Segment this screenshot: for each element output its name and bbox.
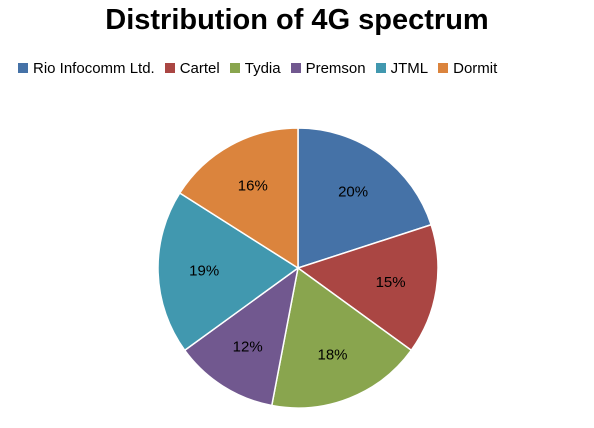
slice-data-label: 18% [317,347,347,364]
legend-label: JTML [390,59,429,77]
legend-item: Rio Infocomm Ltd. [18,60,155,77]
legend-label: Dormit [453,59,498,77]
slice-data-label: 20% [338,184,368,201]
pie-slice [297,127,433,270]
legend-label: Premson [305,59,366,77]
legend-item: JTML [375,59,429,77]
pie-slice [178,127,299,270]
legend-item: Dormit [438,60,497,77]
legend-label: Cartel [179,59,220,77]
slice-data-label: 19% [189,262,219,279]
pie-slice [183,266,300,407]
slice-data-label: 16% [238,177,268,194]
legend-swatch [164,63,175,73]
legend-label: Rio Infocomm Ltd. [33,59,155,77]
slice-data-label: 12% [233,339,263,356]
legend-item: Tydia [229,59,281,77]
chart-legend: Rio Infocomm Ltd. Cartel Tydia Premson JTML D… [18,58,507,78]
pie-slice [157,191,300,352]
legend-swatch [290,63,301,73]
legend-swatch [229,63,240,73]
legend-item: Premson [290,59,366,77]
chart-title: Distribution of 4G spectrum [105,4,489,36]
pie-slice [270,266,413,409]
legend-swatch [438,63,449,73]
slice-data-label: 15% [376,274,406,291]
legend-item: Cartel [164,59,220,77]
pie-slice [296,223,439,352]
legend-swatch [18,63,28,73]
legend-swatch [375,63,386,73]
legend-label: Tydia [244,59,281,77]
